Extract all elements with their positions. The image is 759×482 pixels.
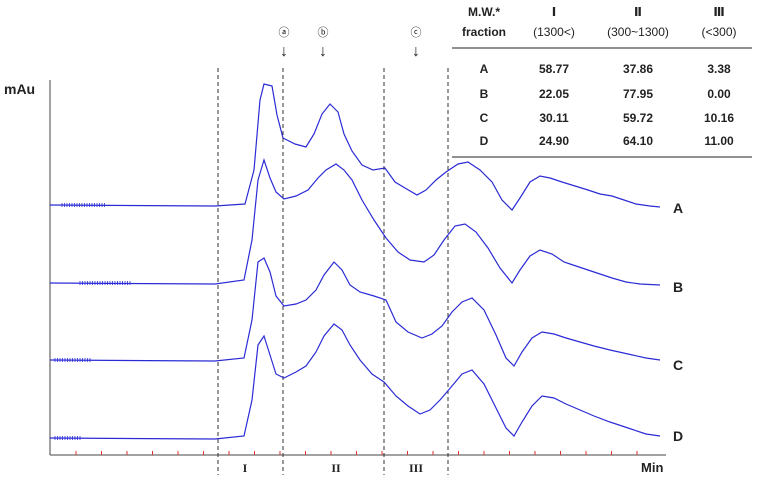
- series-label-B: B: [673, 279, 683, 295]
- table-background: [450, 0, 757, 157]
- peak-arrow-c: ↓: [412, 43, 420, 60]
- table-cell: 37.86: [623, 62, 653, 76]
- trace-C: [49, 257, 661, 367]
- series-label-A: A: [673, 200, 683, 216]
- x-axis-ticks: [75, 451, 638, 455]
- table-col-sub-II: (300~1300): [607, 25, 669, 39]
- table-cell: 30.11: [539, 111, 569, 125]
- table-col-title-II: Ⅱ: [634, 5, 642, 19]
- table-col-sub-I: (1300<): [533, 25, 575, 39]
- peak-arrow-b: ↓: [319, 43, 327, 60]
- table-row-label: A: [480, 62, 489, 76]
- table-header-mw: M.W.*: [468, 5, 500, 19]
- table-row-label: B: [480, 87, 489, 101]
- y-axis-label: mAu: [4, 81, 35, 97]
- table-cell: 58.77: [539, 62, 569, 76]
- peak-marker-a: ⓐ: [279, 26, 290, 39]
- table-cell: 24.90: [539, 134, 569, 148]
- table-cell: 22.05: [539, 87, 569, 101]
- peak-arrow-a: ↓: [280, 43, 288, 60]
- table-cell: 0.00: [707, 87, 731, 101]
- fraction-label-III: III: [409, 461, 423, 475]
- table-cell: 11.00: [704, 134, 734, 148]
- trace-noise: [54, 203, 131, 440]
- fraction-label-II: II: [331, 461, 341, 475]
- peak-marker-c: ⓒ: [411, 26, 422, 39]
- table-header-fraction: fraction: [462, 25, 506, 39]
- table-cell: 64.10: [623, 134, 653, 148]
- table-col-title-I: Ⅰ: [552, 5, 556, 19]
- table-row-label: C: [480, 111, 489, 125]
- table-col-sub-III: (<300): [701, 25, 736, 39]
- table-cell: 3.38: [707, 62, 731, 76]
- table-cell: 77.95: [623, 87, 653, 101]
- series-label-C: C: [673, 357, 683, 373]
- trace-D: [49, 323, 661, 440]
- x-axis-label: Min: [641, 460, 663, 475]
- table-col-title-III: Ⅲ: [713, 5, 724, 19]
- peak-marker-b: ⓑ: [318, 26, 329, 39]
- table-cell: 59.72: [623, 111, 653, 125]
- table-cell: 10.16: [704, 111, 734, 125]
- series-label-D: D: [673, 428, 683, 444]
- fraction-table: M.W.* fraction Ⅰ (1300<) Ⅱ (300~1300) Ⅲ …: [450, 0, 757, 158]
- fraction-label-I: I: [243, 461, 248, 475]
- trace-B: [49, 158, 661, 286]
- trace-A: [49, 83, 661, 211]
- table-row-label: D: [480, 134, 489, 148]
